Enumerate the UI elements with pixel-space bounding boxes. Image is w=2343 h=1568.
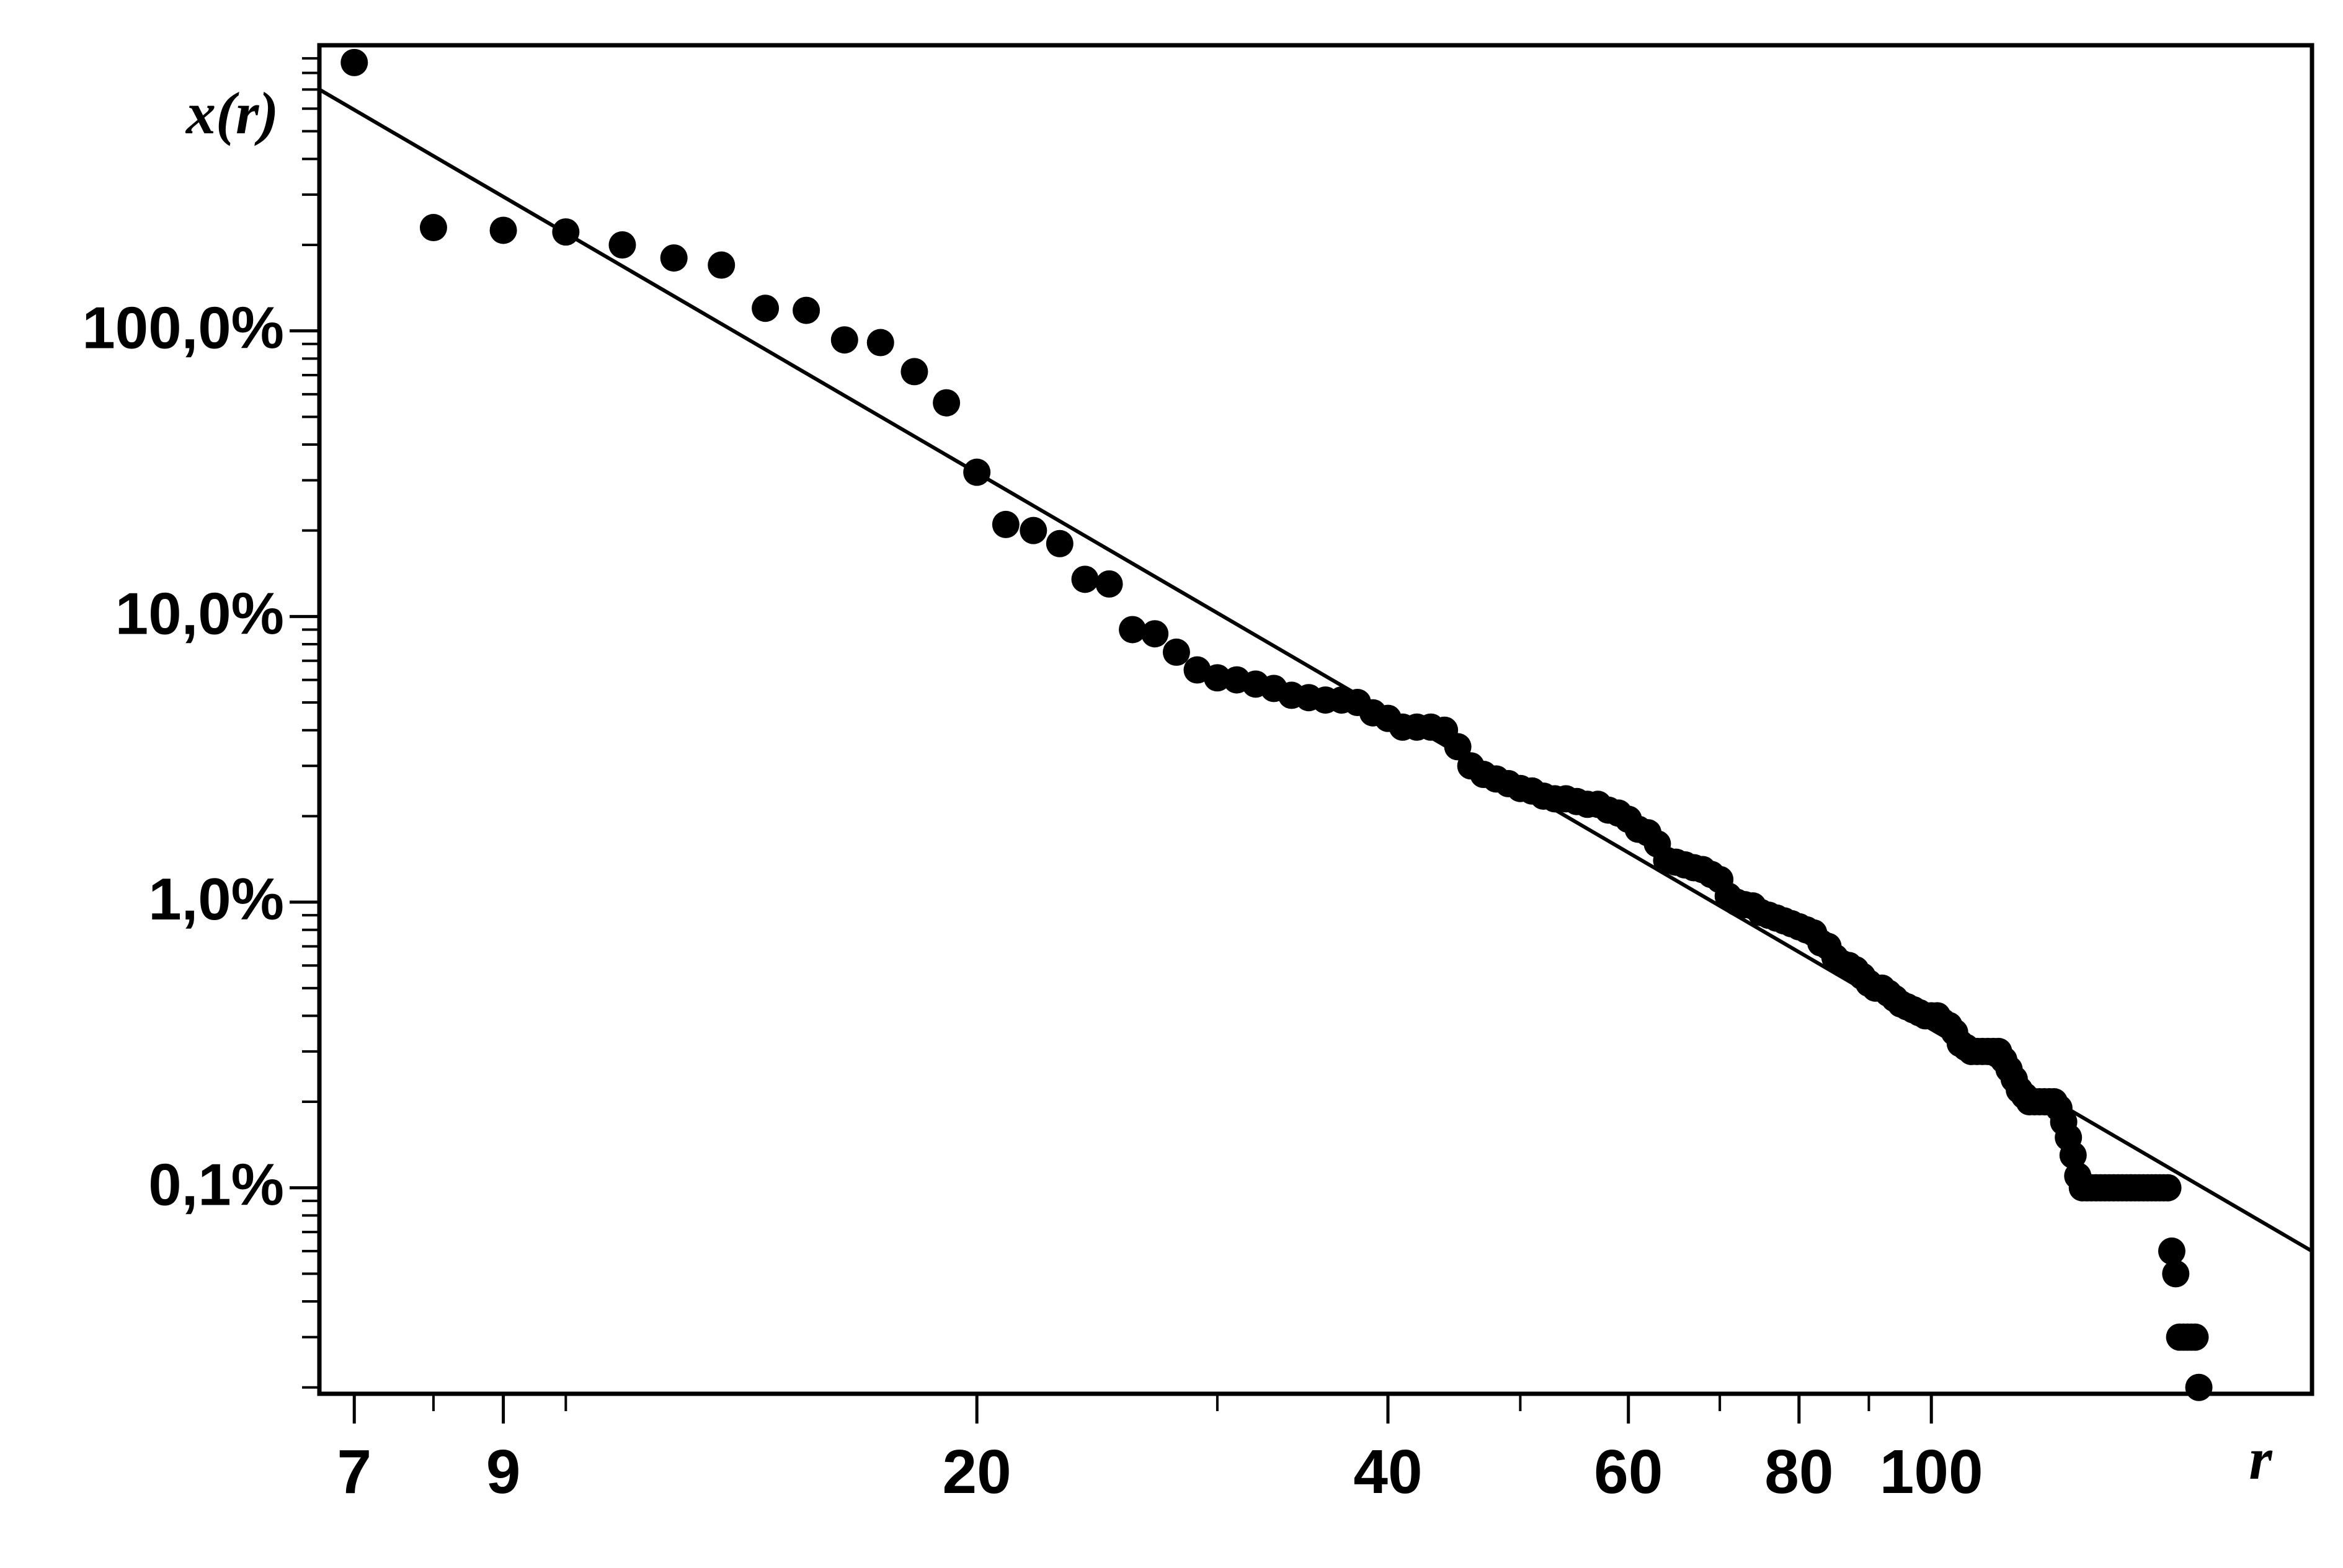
y-axis-ticks: 100,0% 10,0% 1,0% 0,1% bbox=[82, 57, 319, 1389]
y-tick-label: 10,0% bbox=[115, 580, 284, 647]
x-tick-label: 80 bbox=[1764, 1437, 1833, 1507]
data-point bbox=[2059, 1141, 2087, 1169]
x-axis-ticks: 7 9 20 40 60 80 100 bbox=[337, 1394, 1983, 1507]
data-point bbox=[963, 458, 991, 486]
data-point bbox=[419, 214, 447, 242]
data-point bbox=[489, 216, 517, 244]
x-tick-label: 100 bbox=[1880, 1437, 1983, 1507]
data-point bbox=[2158, 1237, 2185, 1265]
data-point bbox=[1119, 616, 1147, 644]
data-point bbox=[793, 296, 820, 324]
data-point bbox=[1444, 733, 1472, 761]
data-point bbox=[830, 326, 858, 354]
data-point bbox=[900, 358, 928, 386]
data-point bbox=[1020, 516, 1047, 544]
data-point bbox=[660, 244, 688, 272]
x-tick-label: 9 bbox=[486, 1437, 521, 1507]
data-point bbox=[2154, 1174, 2182, 1202]
data-point bbox=[552, 218, 580, 246]
data-point bbox=[340, 48, 368, 76]
data-point bbox=[1141, 620, 1169, 648]
data-point bbox=[708, 251, 736, 279]
x-tick-label: 60 bbox=[1594, 1437, 1663, 1507]
x-axis-label: r bbox=[2249, 1425, 2273, 1492]
data-point bbox=[2181, 1323, 2209, 1351]
data-point bbox=[2162, 1260, 2190, 1288]
x-tick-label: 40 bbox=[1353, 1437, 1422, 1507]
data-point bbox=[1046, 529, 1074, 557]
data-point bbox=[752, 295, 780, 322]
y-tick-label: 0,1% bbox=[148, 1152, 284, 1218]
data-point bbox=[933, 389, 961, 417]
y-tick-label: 100,0% bbox=[82, 295, 284, 361]
data-point bbox=[1071, 565, 1099, 593]
x-tick-label: 20 bbox=[943, 1437, 1011, 1507]
data-point bbox=[1095, 570, 1123, 598]
data-point bbox=[2185, 1373, 2213, 1401]
data-points-layer bbox=[340, 48, 2213, 1401]
data-point bbox=[866, 329, 894, 357]
y-axis-label: x(r) bbox=[185, 80, 278, 146]
data-point bbox=[1162, 638, 1190, 666]
plot-frame bbox=[317, 43, 2314, 1396]
y-tick-label: 1,0% bbox=[148, 866, 284, 932]
x-tick-label: 7 bbox=[337, 1437, 371, 1507]
data-point bbox=[992, 510, 1020, 538]
data-point bbox=[608, 231, 636, 259]
